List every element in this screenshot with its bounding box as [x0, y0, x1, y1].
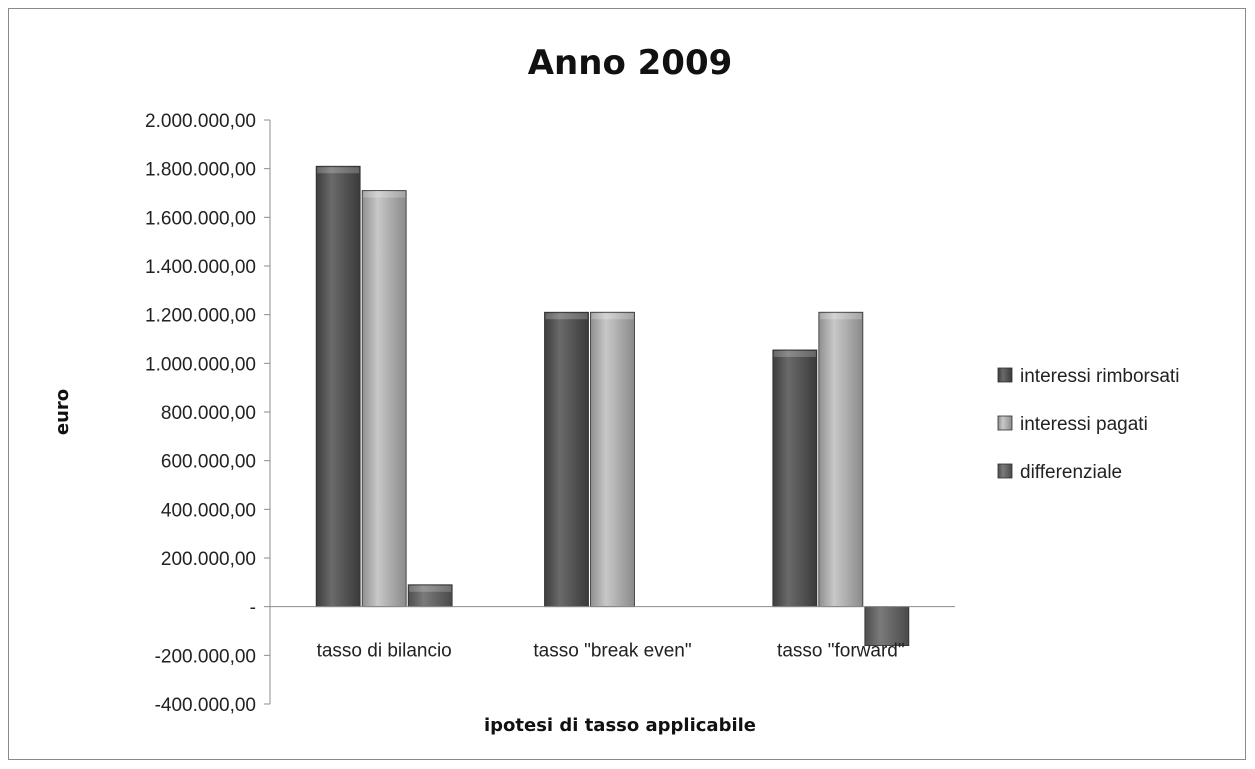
y-tick-label: 2.000.000,00 [145, 111, 256, 132]
x-axis-title: ipotesi di tasso applicabile [484, 715, 756, 736]
x-category-label: tasso di bilancio [317, 641, 452, 662]
bar-interessi-pagati-1 [590, 311, 635, 608]
x-category-label: tasso "forward" [777, 641, 905, 662]
bar-differenziale-2 [864, 606, 910, 647]
legend-swatch-interessi-rimborsati [997, 367, 1013, 383]
bar-interessi-rimborsati-1 [544, 311, 589, 608]
bar-interessi-pagati-2 [818, 311, 864, 608]
y-tick-label: 1.600.000,00 [145, 208, 256, 229]
y-tick-label: 200.000,00 [161, 549, 256, 570]
y-tick-label: 400.000,00 [161, 500, 256, 521]
legend-label-differenziale: differenziale [1020, 462, 1122, 483]
x-category-label: tasso "break even" [533, 641, 691, 662]
y-tick-label: - [250, 598, 256, 619]
legend-swatch-interessi-pagati [997, 415, 1013, 431]
bar-highlight [409, 585, 452, 592]
legend-swatch-differenziale [997, 463, 1013, 479]
bar-highlight [819, 313, 862, 320]
y-tick-label: -400.000,00 [155, 695, 256, 716]
y-tick-label: -200.000,00 [155, 646, 256, 667]
y-tick-label: 800.000,00 [161, 403, 256, 424]
y-tick-label: 600.000,00 [161, 452, 256, 473]
bar-highlight [317, 167, 360, 174]
y-tick-label: 1.200.000,00 [145, 306, 256, 327]
y-tick-label: 1.400.000,00 [145, 257, 256, 278]
bar-highlight [591, 313, 634, 320]
chart-title: Anno 2009 [528, 43, 733, 83]
y-axis: 2.000.000,00 1.800.000,00 1.600.000,00 1.40… [145, 111, 271, 716]
y-tick-label: 1.800.000,00 [145, 160, 256, 181]
legend-label-interessi-rimborsati: interessi rimborsati [1020, 366, 1179, 387]
bar-highlight [363, 191, 406, 198]
bars-group [315, 165, 910, 647]
bar-highlight [545, 313, 588, 320]
bar-interessi-rimborsati-0 [315, 165, 361, 608]
bar-interessi-rimborsati-2 [772, 349, 818, 608]
legend-label-interessi-pagati: interessi pagati [1020, 414, 1148, 435]
bar-highlight [773, 350, 816, 357]
y-tick-label: 1.000.000,00 [145, 354, 256, 375]
y-axis-title: euro [52, 389, 73, 435]
x-axis: tasso di bilancio tasso "break even" tasso… [270, 606, 955, 662]
bar-interessi-pagati-0 [361, 190, 407, 608]
legend: interessi rimborsati interessi pagati diff… [997, 366, 1179, 483]
